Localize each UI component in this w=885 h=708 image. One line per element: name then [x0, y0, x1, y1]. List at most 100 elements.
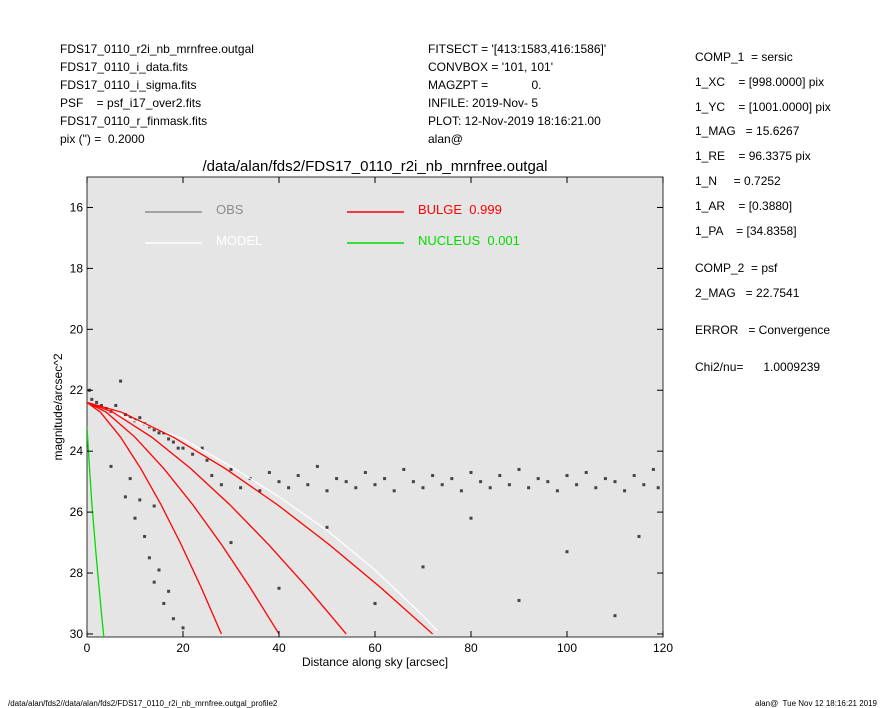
obs-point	[109, 464, 113, 468]
obs-point	[344, 480, 348, 484]
obs-point	[459, 489, 463, 493]
info-mid-line: MAGZPT = 0.	[428, 78, 541, 92]
chart-title: /data/alan/fds2/FDS17_0110_r2i_nb_mrnfre…	[203, 158, 548, 175]
obs-point	[133, 516, 137, 520]
info-right-line: Chi2/nu= 1.0009239	[695, 360, 820, 374]
obs-point	[517, 598, 521, 602]
series-line	[87, 401, 434, 635]
info-mid-line: CONVBOX = '101, 101'	[428, 60, 553, 74]
obs-point	[143, 534, 147, 538]
obs-point	[219, 483, 223, 487]
obs-point	[431, 474, 435, 478]
obs-point	[171, 617, 175, 621]
obs-point	[277, 480, 281, 484]
obs-point	[517, 467, 521, 471]
obs-point	[95, 400, 99, 404]
obs-point	[229, 467, 233, 471]
x-tick-label: 80	[464, 641, 478, 655]
x-tick-label: 0	[84, 641, 91, 655]
info-left-line: PSF = psf_i17_over2.fits	[60, 96, 201, 110]
obs-point	[239, 486, 243, 490]
obs-point	[152, 580, 156, 584]
obs-point	[138, 416, 142, 420]
obs-point	[565, 474, 569, 478]
obs-point	[507, 483, 511, 487]
y-tick-label: 16	[70, 200, 84, 214]
obs-point	[181, 446, 185, 450]
obs-point	[488, 486, 492, 490]
info-left-line: FDS17_0110_r_finmask.fits	[60, 114, 207, 128]
info-right-line: 1_AR = [0.3880]	[695, 199, 792, 213]
obs-point	[594, 486, 598, 490]
obs-point	[287, 486, 291, 490]
obs-point	[642, 483, 646, 487]
info-left-line: pix (") = 0.2000	[60, 132, 145, 146]
y-tick-label: 18	[70, 261, 84, 275]
plot-marks	[87, 379, 660, 637]
y-tick-label: 22	[70, 383, 84, 397]
obs-point	[296, 474, 300, 478]
obs-point	[99, 403, 103, 407]
obs-point	[555, 489, 559, 493]
obs-point	[479, 480, 483, 484]
x-axis-label: Distance along sky [arcsec]	[302, 655, 448, 669]
obs-point	[176, 446, 180, 450]
info-mid-line: INFILE: 2019-Nov- 5	[428, 96, 538, 110]
y-tick-label: 24	[70, 444, 84, 458]
obs-point	[335, 477, 339, 481]
obs-point	[651, 467, 655, 471]
info-right-line: 2_MAG = 22.7541	[695, 286, 800, 300]
obs-point	[450, 477, 454, 481]
obs-point	[565, 550, 569, 554]
y-tick-label: 26	[70, 505, 84, 519]
obs-point	[157, 568, 161, 572]
obs-point	[157, 431, 161, 435]
obs-point	[114, 403, 118, 407]
obs-point	[411, 480, 415, 484]
obs-point	[306, 483, 310, 487]
legend-label: NUCLEUS 0.001	[418, 233, 520, 248]
obs-point	[469, 470, 473, 474]
obs-point	[277, 586, 281, 590]
plot-area	[86, 176, 664, 638]
obs-point	[536, 477, 540, 481]
obs-point	[152, 504, 156, 508]
obs-point	[656, 486, 660, 490]
obs-point	[128, 416, 132, 420]
obs-point	[421, 565, 425, 569]
obs-point	[373, 601, 377, 605]
obs-point	[546, 480, 550, 484]
obs-point	[167, 589, 171, 593]
legend-label: OBS	[216, 202, 244, 217]
info-mid-line: PLOT: 12-Nov-2019 18:16:21.00	[428, 114, 601, 128]
footer-right: alan@ Tue Nov 12 18:16:21 2019	[755, 699, 878, 708]
obs-point	[402, 467, 406, 471]
obs-point	[210, 474, 214, 478]
y-tick-label: 30	[70, 627, 84, 641]
obs-point	[138, 498, 142, 502]
obs-point	[584, 470, 588, 474]
obs-point	[498, 474, 502, 478]
obs-point	[200, 446, 204, 450]
obs-point	[205, 458, 209, 462]
info-right-line: 1_PA = [34.8358]	[695, 224, 797, 238]
x-tick-label: 20	[176, 641, 190, 655]
obs-point	[123, 495, 127, 499]
obs-point	[632, 474, 636, 478]
obs-point	[119, 379, 123, 383]
obs-point	[637, 534, 641, 538]
info-right-line: ERROR = Convergence	[695, 323, 830, 337]
legend-label: MODEL	[216, 233, 262, 248]
x-tick-label: 120	[653, 641, 673, 655]
obs-point	[575, 483, 579, 487]
info-right-line: COMP_2 = psf	[695, 261, 778, 275]
obs-point	[392, 489, 396, 493]
obs-point	[325, 489, 329, 493]
obs-point	[603, 477, 607, 481]
series-line	[87, 426, 105, 637]
info-right-line: 1_RE = 96.3375 pix	[695, 149, 811, 163]
obs-point	[613, 480, 617, 484]
obs-point	[181, 626, 185, 630]
obs-point	[267, 470, 271, 474]
obs-point	[363, 470, 367, 474]
